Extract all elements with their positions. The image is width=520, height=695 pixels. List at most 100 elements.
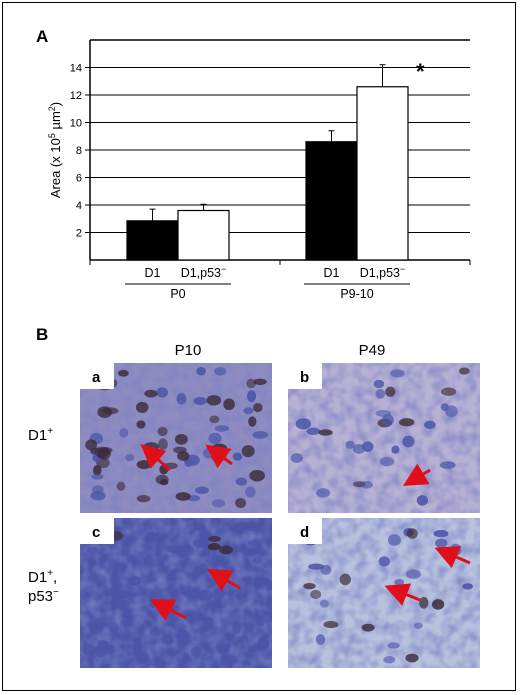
column-header-p10: P10	[175, 342, 202, 359]
y-tick-label: 14	[70, 63, 82, 75]
cell-nucleus	[303, 582, 316, 590]
cell-nucleus	[389, 369, 405, 378]
cell-nucleus	[209, 415, 220, 424]
cell-nucleus	[243, 407, 254, 415]
cell-nucleus	[405, 653, 419, 663]
cell-nucleus	[406, 528, 418, 539]
cell-nucleus	[196, 366, 206, 376]
cell-nucleus	[214, 367, 227, 376]
cell-nucleus	[252, 556, 263, 564]
cell-nucleus	[318, 429, 333, 436]
cell-nucleus	[91, 473, 104, 480]
cell-nucleus	[111, 562, 127, 570]
y-tick-label: 12	[70, 90, 82, 102]
cell-nucleus	[232, 452, 243, 461]
cell-nucleus	[164, 635, 174, 645]
cell-nucleus	[433, 529, 449, 538]
group-label: P0	[170, 287, 185, 301]
cell-nucleus	[290, 453, 303, 464]
group-label: P9-10	[340, 287, 373, 301]
cell-nucleus	[391, 445, 400, 454]
red-arrow	[205, 444, 233, 469]
cell-nucleus	[373, 379, 385, 389]
letter-box	[288, 363, 322, 389]
cell-nucleus	[97, 640, 109, 647]
red-arrow	[434, 546, 471, 569]
cell-nucleus	[217, 645, 230, 655]
cell-nucleus	[166, 545, 182, 554]
cell-nucleus	[405, 569, 421, 580]
micrograph-letter: a	[92, 369, 101, 386]
cell-nucleus	[111, 531, 123, 541]
cell-nucleus	[175, 492, 191, 501]
cell-nucleus	[424, 420, 436, 429]
cell-nucleus	[194, 522, 205, 531]
cell-nucleus	[206, 395, 222, 406]
cell-nucleus	[462, 583, 474, 590]
cell-nucleus	[245, 486, 256, 498]
cell-nucleus	[413, 622, 423, 629]
cell-nucleus	[440, 403, 449, 411]
letter-box	[288, 518, 322, 544]
cell-nucleus	[223, 398, 235, 411]
cell-nucleus	[82, 644, 95, 656]
cell-nucleus	[362, 441, 374, 452]
cell-nucleus	[195, 486, 209, 495]
cell-nucleus	[246, 523, 257, 532]
cell-nucleus	[93, 464, 102, 476]
cell-nucleus	[127, 575, 142, 586]
cell-nucleus	[232, 622, 241, 635]
cell-nucleus	[210, 554, 222, 567]
cell-nucleus	[383, 656, 396, 664]
cell-nucleus	[315, 634, 326, 646]
cell-nucleus	[345, 440, 355, 449]
cell-nucleus	[85, 439, 98, 451]
micrograph-letter: c	[92, 524, 100, 541]
cell-nucleus	[252, 402, 263, 413]
cell-nucleus	[247, 539, 263, 547]
cell-nucleus	[253, 576, 265, 584]
svg-text:Area (x 105 µm2): Area (x 105 µm2)	[47, 102, 63, 198]
cell-nucleus	[136, 420, 146, 429]
cell-nucleus	[249, 469, 266, 482]
letter-box	[80, 518, 114, 544]
cell-nucleus	[108, 625, 117, 633]
cell-nucleus	[375, 388, 386, 399]
cell-nucleus	[125, 454, 135, 462]
y-tick-label: 6	[76, 173, 82, 185]
cell-nucleus	[252, 431, 269, 439]
bar-label: D1,p53−	[360, 264, 406, 280]
cell-nucleus	[203, 616, 214, 626]
cell-nucleus	[181, 544, 195, 556]
cell-nucleus	[361, 623, 375, 632]
micrograph-c: c	[80, 518, 272, 668]
cell-nucleus	[185, 586, 198, 597]
cell-nucleus	[257, 637, 270, 650]
red-arrow	[149, 599, 187, 621]
cell-nucleus	[190, 646, 202, 657]
cell-nucleus	[177, 451, 190, 461]
cell-nucleus	[156, 387, 169, 398]
cell-nucleus	[97, 406, 113, 419]
bar-label: D1	[324, 266, 340, 280]
cell-nucleus	[253, 378, 267, 385]
cell-nucleus	[121, 612, 133, 620]
column-header-p49: P49	[359, 342, 386, 359]
y-tick-label: 8	[76, 145, 82, 157]
cell-nucleus	[246, 378, 256, 389]
cell-nucleus	[93, 618, 105, 625]
cell-nucleus	[135, 401, 149, 413]
red-arrow	[402, 463, 431, 487]
cell-nucleus	[320, 599, 329, 608]
panel-a-label: A	[36, 27, 48, 46]
row-label-d1-p53: D1+, p53−	[28, 568, 59, 605]
cell-nucleus	[212, 588, 225, 600]
cell-nucleus	[316, 488, 331, 498]
cell-nucleus	[323, 621, 339, 629]
cell-nucleus	[116, 481, 126, 491]
cell-nucleus	[419, 596, 429, 609]
cell-nucleus	[207, 542, 221, 551]
cell-nucleus	[218, 545, 233, 555]
cell-nucleus	[136, 495, 151, 503]
